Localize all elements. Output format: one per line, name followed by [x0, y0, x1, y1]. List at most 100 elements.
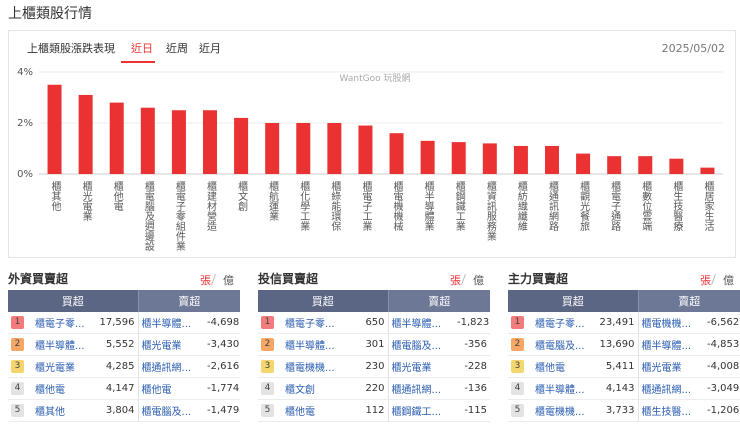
table-row: 4 櫃半導體... 4,143 櫃通訊網... -3,049 [508, 377, 740, 400]
sector-name[interactable]: 櫃半導體... [637, 333, 705, 356]
unit-option[interactable]: 張 [700, 274, 711, 287]
sector-name[interactable]: 櫃其他 [32, 399, 94, 422]
sector-name[interactable]: 櫃電機機... [282, 355, 344, 378]
rank-badge: 2 [11, 338, 24, 351]
unit-option[interactable]: 億 [473, 274, 484, 287]
bar [700, 167, 715, 174]
unit-separator [211, 274, 216, 285]
sector-name[interactable]: 櫃電機機... [637, 312, 705, 334]
net-value: -2,616 [204, 355, 241, 378]
unit-option[interactable]: 億 [223, 274, 234, 287]
net-value: -3,430 [204, 333, 241, 356]
net-value: -228 [454, 355, 491, 378]
rank-badge: 2 [261, 338, 274, 351]
sector-name[interactable]: 櫃電腦及... [137, 399, 205, 422]
net-value: -3,049 [704, 377, 740, 400]
x-tick-label: 櫃居家生活 [702, 180, 714, 232]
bar [482, 143, 497, 174]
rank-cell: 2 [508, 333, 532, 356]
tab[interactable]: 近周 [166, 42, 188, 55]
sector-name[interactable]: 櫃電腦及... [532, 333, 594, 356]
sector-name[interactable]: 櫃光電業 [387, 355, 455, 378]
sector-name[interactable]: 櫃他電 [137, 377, 205, 400]
rank-badge: 3 [11, 360, 24, 373]
x-tick-label: 櫃電子通路 [609, 180, 621, 232]
header-row: 買超 賣超 [258, 290, 491, 312]
sector-name[interactable]: 櫃文創 [282, 377, 344, 400]
sector-name[interactable]: 櫃半導體... [282, 333, 344, 356]
ranking-table: 買超 賣超 1 櫃電子零... 17,596 櫃半導體... -4,698 2 櫃半導體... 5… [8, 290, 241, 422]
tab[interactable]: 近日 [131, 42, 153, 55]
sector-name[interactable]: 櫃鋼鐵工... [387, 399, 455, 422]
header-cell: 賣超 [387, 290, 491, 312]
x-tick-label: 櫃半導體業 [422, 180, 434, 232]
rank-badge: 1 [261, 316, 274, 329]
sector-name[interactable]: 櫃他電 [32, 377, 94, 400]
net-value: -1,823 [454, 312, 491, 334]
header-row: 買超 賣超 [508, 290, 740, 312]
table-row: 1 櫃電子零... 650 櫃半導體... -1,823 [258, 312, 491, 334]
bar [296, 123, 311, 174]
net-value: 220 [344, 377, 389, 400]
rank-cell: 3 [508, 355, 532, 378]
rank-cell: 5 [8, 399, 32, 422]
rank-cell: 3 [8, 355, 32, 378]
net-value: -136 [454, 377, 491, 400]
sector-name[interactable]: 櫃半導體... [532, 377, 594, 400]
sector-name[interactable]: 櫃電子零... [32, 312, 94, 334]
x-tick-label: 櫃生技醫療 [671, 180, 683, 231]
tab[interactable]: 近月 [199, 42, 221, 55]
table-row: 4 櫃他電 4,147 櫃他電 -1,774 [8, 377, 241, 400]
sector-name[interactable]: 櫃電子零... [282, 312, 344, 334]
sector-name[interactable]: 櫃他電 [532, 355, 594, 378]
net-value: -1,206 [704, 399, 740, 422]
rank-badge: 1 [511, 316, 524, 329]
x-tick-label: 櫃他電 [111, 180, 123, 211]
sector-name[interactable]: 櫃光電業 [637, 355, 705, 378]
bar [576, 153, 591, 174]
net-value: -115 [454, 399, 491, 422]
table-row: 4 櫃文創 220 櫃通訊網... -136 [258, 377, 491, 400]
table-row: 2 櫃半導體... 5,552 櫃光電業 -3,430 [8, 333, 241, 356]
bar [78, 94, 93, 174]
sector-name[interactable]: 櫃通訊網... [137, 355, 205, 378]
rank-badge: 5 [11, 404, 24, 417]
sector-name[interactable]: 櫃電機機... [532, 399, 594, 422]
unit-option[interactable]: 張 [200, 274, 211, 287]
sector-name[interactable]: 櫃半導體... [387, 312, 455, 334]
bar [513, 145, 528, 174]
sector-name[interactable]: 櫃他電 [282, 399, 344, 422]
rank-cell: 3 [258, 355, 282, 378]
ranking-table: 買超 賣超 1 櫃電子零... 23,491 櫃電機機... -6,562 2 櫃電腦及... 1… [508, 290, 740, 422]
sector-name[interactable]: 櫃光電業 [32, 355, 94, 378]
net-value: 4,285 [94, 355, 139, 378]
rank-badge: 5 [511, 404, 524, 417]
sector-name[interactable]: 櫃光電業 [137, 333, 205, 356]
x-tick-label: 櫃電子工業 [360, 180, 372, 232]
net-value: 17,596 [94, 312, 139, 334]
sector-name[interactable]: 櫃生技醫... [637, 399, 705, 422]
x-tick-label: 櫃建材營造 [205, 180, 217, 232]
sector-name[interactable]: 櫃電子零... [532, 312, 594, 334]
bar [47, 84, 62, 174]
net-value: 5,411 [594, 355, 639, 378]
sector-name[interactable]: 櫃電腦及... [387, 333, 455, 356]
table-row: 5 櫃其他 3,804 櫃電腦及... -1,479 [8, 399, 241, 422]
unit-option[interactable]: 張 [450, 274, 461, 287]
net-value: -4,008 [704, 355, 740, 378]
bar [420, 140, 435, 174]
table-row: 2 櫃電腦及... 13,690 櫃半導體... -4,853 [508, 333, 740, 356]
bar [358, 125, 373, 174]
table-card: 外資買賣超張億買超 賣超 1 櫃電子零... 17,596 櫃半導體... -4,698 2 櫃… [8, 270, 241, 422]
sector-name[interactable]: 櫃半導體... [137, 312, 205, 334]
sector-name[interactable]: 櫃半導體... [32, 333, 94, 356]
sector-name[interactable]: 櫃通訊網... [637, 377, 705, 400]
sector-name[interactable]: 櫃通訊網... [387, 377, 455, 400]
net-value: 301 [344, 333, 389, 356]
table-row: 3 櫃光電業 4,285 櫃通訊網... -2,616 [8, 355, 241, 378]
x-tick-label: 櫃化學工業 [298, 180, 310, 232]
rank-cell: 2 [8, 333, 32, 356]
table-title-text: 外資買賣超 [8, 272, 69, 286]
unit-option[interactable]: 億 [723, 274, 734, 287]
rank-cell: 5 [508, 399, 532, 422]
